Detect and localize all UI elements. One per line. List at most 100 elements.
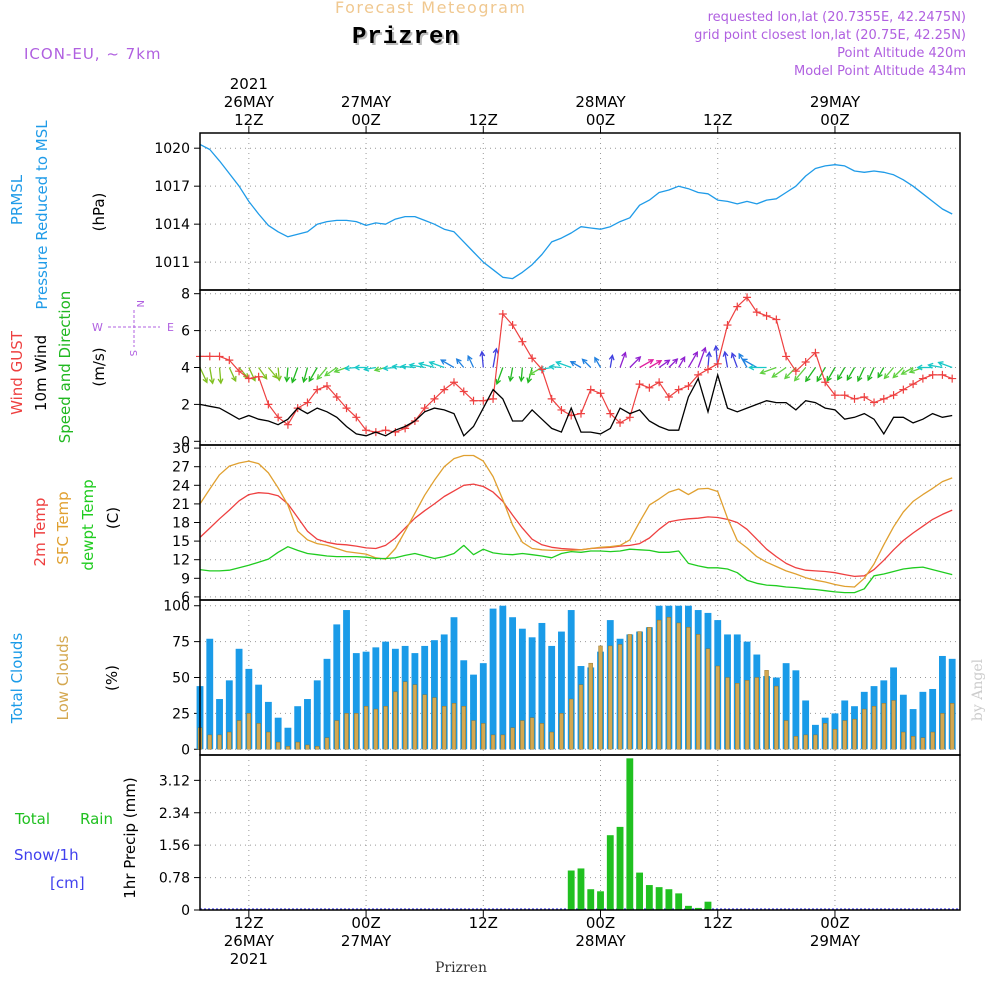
wind-gust-marker	[205, 352, 214, 361]
wind-direction-arrow	[687, 351, 698, 368]
wind-direction-arrowhead	[635, 356, 642, 362]
wind-gust-marker	[703, 365, 712, 374]
wind-gust-line	[200, 296, 953, 433]
y-tick-label: 0	[181, 434, 190, 450]
wind-direction-arrowhead	[900, 369, 907, 375]
wind-gust-marker	[576, 409, 585, 418]
wind-gust-marker	[743, 293, 752, 302]
low-cloud-bar	[754, 677, 759, 750]
low-cloud-bar	[764, 670, 769, 750]
total-cloud-bar	[528, 637, 536, 750]
wind-direction-arrow	[678, 356, 686, 368]
low-cloud-bar	[334, 720, 339, 750]
wind-gust-marker	[616, 418, 625, 427]
pressure-panel-frame	[199, 132, 961, 291]
wind-direction-arrow	[570, 361, 582, 369]
wind-direction-arrow	[549, 365, 562, 369]
x-label-bottom: 00Z	[351, 914, 380, 932]
x-label-bottom: 26MAY	[224, 932, 275, 950]
wind-direction-arrowhead	[846, 374, 853, 381]
wind-direction-arrowhead	[581, 358, 588, 365]
wind-direction-arrowhead	[373, 366, 381, 373]
wind-direction-arrowhead	[826, 375, 832, 383]
wind-direction-arrow	[456, 358, 465, 368]
wind-direction-arrowhead	[518, 376, 525, 383]
pressure-unit-label: (hPa)	[90, 193, 108, 232]
wind-gust-marker	[870, 398, 879, 407]
total-cloud-bar	[938, 655, 946, 750]
precip-snow-unit: [cm]	[50, 874, 85, 892]
wind-direction-arrow	[805, 367, 816, 382]
wind-gust-marker	[283, 420, 292, 429]
wind-direction-arrowhead	[738, 352, 744, 359]
total-cloud-bar	[343, 610, 350, 750]
wind-direction-arrowhead	[722, 350, 729, 357]
x-label-top: 12Z	[469, 111, 498, 129]
y-tick-label: 9	[181, 571, 190, 587]
total-cloud-bar	[352, 653, 360, 750]
wind-gust-marker	[322, 381, 331, 390]
low-cloud-bar	[666, 617, 672, 750]
wind-direction-arrowhead	[428, 360, 435, 367]
wind-direction-arrowhead	[857, 375, 863, 383]
total-cloud-bar	[509, 617, 517, 750]
wind-direction-arrowhead	[701, 346, 707, 353]
total-cloud-bar	[216, 699, 223, 750]
x-label-top: 00Z	[351, 111, 380, 129]
low-cloud-bar	[363, 706, 369, 750]
low-cloud-bar	[940, 713, 945, 750]
rain-bar	[694, 907, 702, 910]
wind-direction-arrow	[619, 352, 627, 368]
y-tick-label: 30	[172, 441, 190, 457]
wind-gust-marker	[782, 352, 791, 361]
wind-direction-arrow	[877, 367, 885, 378]
wind-direction-arrowhead	[495, 378, 502, 386]
low-cloud-bar	[539, 723, 545, 750]
wind-direction-arrow	[901, 366, 914, 375]
wind-direction-arrowhead	[883, 373, 890, 380]
y-tick-label: 1011	[154, 255, 190, 271]
wind-direction-arrowhead	[771, 372, 778, 378]
wind-gust-marker	[928, 370, 937, 379]
low-cloud-bar	[950, 703, 955, 750]
low-cloud-bar	[617, 644, 623, 750]
pressure-label-msl: Pressure Reduced to MSL	[33, 120, 51, 310]
wind-direction-arrow	[291, 367, 299, 383]
wind-direction-arrowhead	[705, 351, 712, 358]
y-tick-label: 4	[181, 361, 190, 377]
low-cloud-bar	[569, 698, 574, 750]
low-cloud-bar	[227, 731, 232, 750]
total-cloud-bar	[323, 658, 331, 750]
wind-gust-marker	[762, 311, 771, 320]
x-label-top: 27MAY	[341, 93, 392, 111]
low-cloud-bar	[344, 713, 349, 750]
wind-direction-arrow	[248, 367, 256, 381]
wind-direction-arrow	[697, 347, 706, 368]
wind-direction-arrow	[496, 367, 504, 385]
wind-direction-arrow	[826, 367, 836, 382]
low-clouds-label: Low Clouds	[54, 635, 72, 720]
wind-gust-marker	[586, 385, 595, 394]
wind-direction-arrow	[258, 367, 268, 380]
rain-bar	[675, 893, 683, 910]
wind-direction-arrow	[302, 367, 309, 382]
y-tick-label: 1.56	[159, 838, 190, 854]
low-cloud-bar	[295, 741, 300, 750]
wind-direction-arrowhead	[479, 350, 486, 357]
wind-direction-arrow	[742, 358, 758, 369]
x-label-top: 12Z	[234, 111, 263, 129]
wind-gust-marker	[811, 348, 820, 357]
y-tick-label: 1014	[154, 217, 190, 233]
wind-direction-arrow	[794, 367, 807, 381]
temp-unit-label: (C)	[104, 507, 122, 529]
wind-direction-arrowhead	[455, 358, 462, 365]
wind-gust-marker	[430, 394, 439, 403]
wind-direction-arrow	[928, 364, 943, 369]
pressure-label-prmsl: PRMSL	[8, 174, 26, 225]
total-clouds-label: Total Clouds	[8, 633, 26, 725]
wind-direction-arrowhead	[908, 368, 915, 374]
wind-direction-arrow	[316, 367, 328, 380]
x-label-top: 26MAY	[224, 93, 275, 111]
total-cloud-bar	[264, 701, 272, 750]
y-tick-label: 18	[172, 516, 190, 532]
